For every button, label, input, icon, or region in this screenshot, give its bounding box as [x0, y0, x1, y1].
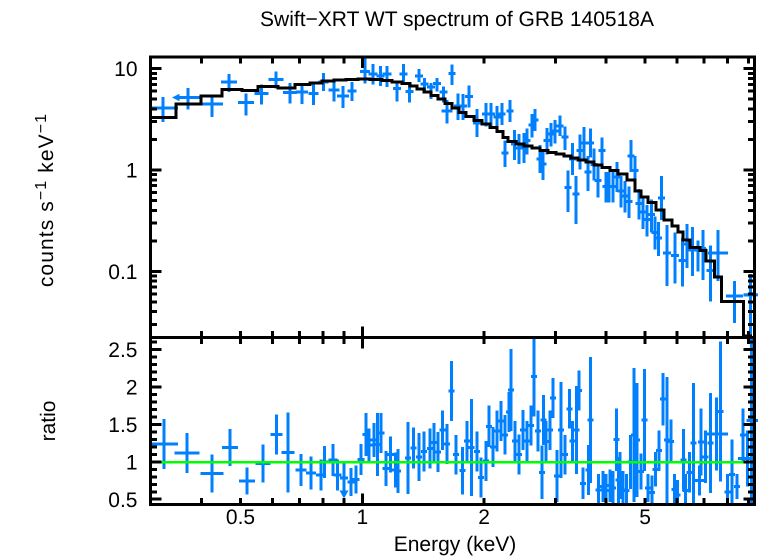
svg-text:0.5: 0.5	[226, 506, 255, 529]
svg-text:5: 5	[639, 506, 651, 529]
svg-text:1.5: 1.5	[108, 414, 137, 437]
svg-text:2: 2	[478, 506, 490, 529]
svg-text:1: 1	[126, 160, 138, 183]
svg-text:0.1: 0.1	[108, 261, 137, 284]
svg-text:2.5: 2.5	[108, 339, 137, 362]
svg-text:Swift−XRT WT spectrum of GRB 1: Swift−XRT WT spectrum of GRB 140518A	[260, 8, 654, 31]
svg-text:1: 1	[356, 506, 368, 529]
svg-text:Energy (keV): Energy (keV)	[394, 533, 517, 556]
svg-text:10: 10	[114, 58, 137, 81]
svg-text:2: 2	[126, 376, 138, 399]
svg-text:ratio: ratio	[37, 401, 60, 442]
svg-text:1: 1	[126, 451, 138, 474]
svg-text:0.5: 0.5	[108, 489, 137, 512]
